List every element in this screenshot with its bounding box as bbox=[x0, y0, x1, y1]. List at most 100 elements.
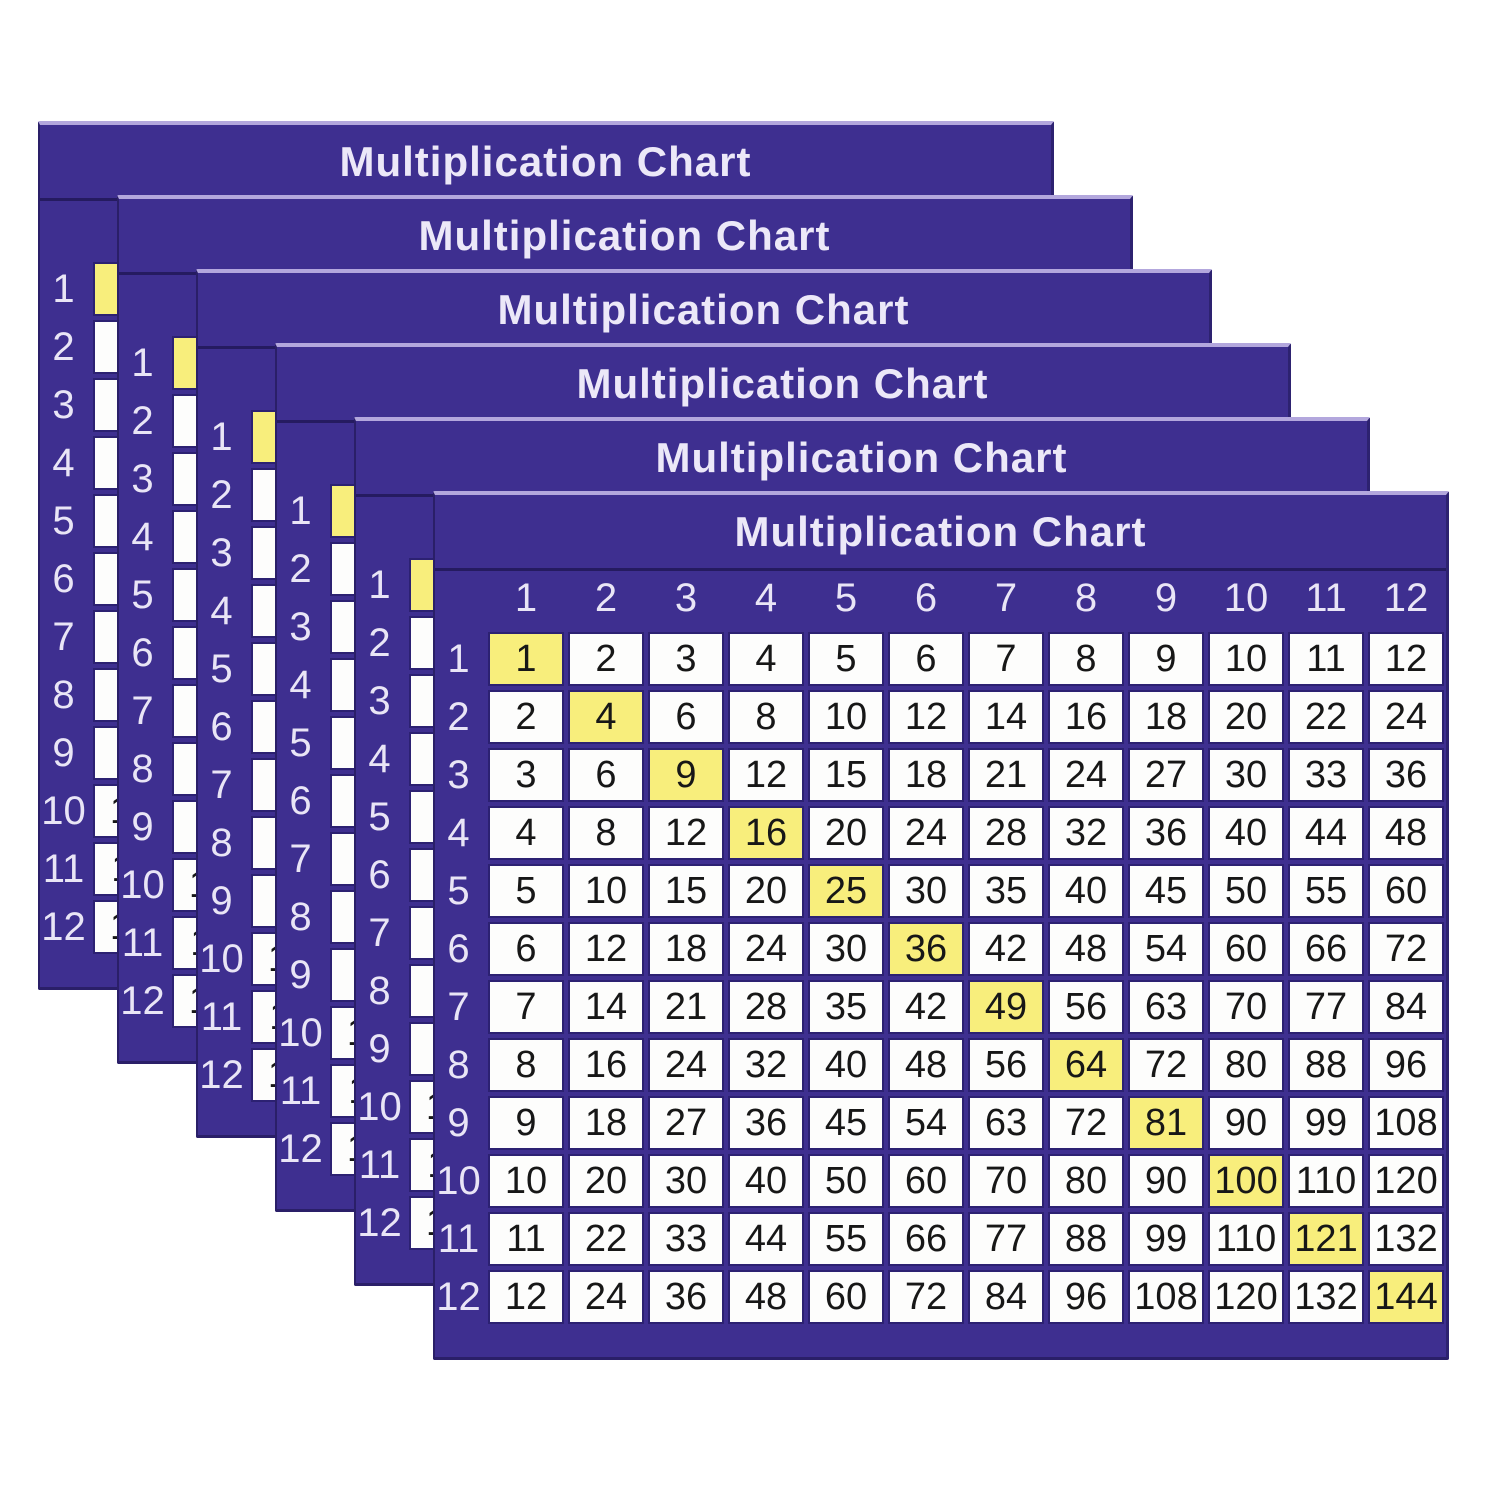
row-header: 5 bbox=[447, 868, 470, 913]
product-cell: 60 bbox=[810, 1272, 882, 1322]
product-cell: 11 bbox=[490, 1214, 562, 1264]
row-header: 4 bbox=[210, 588, 233, 633]
row-header: 3 bbox=[131, 456, 154, 501]
product-cell: 70 bbox=[1210, 982, 1282, 1032]
row-header: 8 bbox=[368, 968, 391, 1013]
row-header: 3 bbox=[368, 678, 391, 723]
row-header: 2 bbox=[289, 546, 312, 591]
product-cell: 80 bbox=[1050, 1156, 1122, 1206]
product-cell: 50 bbox=[1210, 866, 1282, 916]
column-header: 9 bbox=[1154, 576, 1178, 620]
card-title-bar: Multiplication Chart bbox=[198, 273, 1209, 349]
row-header: 4 bbox=[52, 440, 75, 485]
product-cell: 108 bbox=[1130, 1272, 1202, 1322]
product-cell: 99 bbox=[1130, 1214, 1202, 1264]
row-header: 2 bbox=[447, 694, 470, 739]
row-header: 9 bbox=[210, 878, 233, 923]
product-cell-highlighted: 16 bbox=[730, 808, 802, 858]
product-cell: 30 bbox=[890, 866, 962, 916]
column-header: 5 bbox=[834, 576, 858, 620]
product-cell: 54 bbox=[890, 1098, 962, 1148]
card-title: Multiplication Chart bbox=[339, 137, 752, 185]
card-title-bar: Multiplication Chart bbox=[119, 199, 1130, 275]
product-cell: 63 bbox=[970, 1098, 1042, 1148]
product-cell: 40 bbox=[1050, 866, 1122, 916]
product-cell: 10 bbox=[1210, 634, 1282, 684]
product-cell: 12 bbox=[570, 924, 642, 974]
product-cell: 45 bbox=[1130, 866, 1202, 916]
row-header: 1 bbox=[210, 414, 233, 459]
product-cell: 10 bbox=[570, 866, 642, 916]
row-header: 6 bbox=[52, 556, 75, 601]
product-cell: 14 bbox=[570, 982, 642, 1032]
product-cell: 8 bbox=[730, 692, 802, 742]
row-header: 10 bbox=[41, 788, 86, 833]
row-header: 5 bbox=[210, 646, 233, 691]
card-title: Multiplication Chart bbox=[734, 507, 1147, 555]
product-cell-highlighted: 25 bbox=[810, 866, 882, 916]
corner-spacer bbox=[40, 201, 87, 256]
product-cell: 24 bbox=[890, 808, 962, 858]
product-cell: 16 bbox=[570, 1040, 642, 1090]
product-cell: 72 bbox=[1050, 1098, 1122, 1148]
row-header: 8 bbox=[289, 894, 312, 939]
row-header: 8 bbox=[447, 1042, 470, 1087]
product-cell: 45 bbox=[810, 1098, 882, 1148]
product-cell-highlighted: 4 bbox=[570, 692, 642, 742]
row-header: 8 bbox=[131, 746, 154, 791]
product-cell: 5 bbox=[490, 866, 562, 916]
product-cell: 44 bbox=[730, 1214, 802, 1264]
product-cell: 20 bbox=[810, 808, 882, 858]
product-cell: 27 bbox=[650, 1098, 722, 1148]
product-cell: 7 bbox=[970, 634, 1042, 684]
row-header: 12 bbox=[41, 904, 86, 949]
product-cell: 6 bbox=[490, 924, 562, 974]
product-cell: 3 bbox=[650, 634, 722, 684]
corner-spacer bbox=[435, 571, 482, 626]
product-cell: 44 bbox=[1290, 808, 1362, 858]
product-cell: 48 bbox=[730, 1272, 802, 1322]
product-cell: 24 bbox=[1370, 692, 1442, 742]
row-header: 7 bbox=[289, 836, 312, 881]
product-cell: 99 bbox=[1290, 1098, 1362, 1148]
product-cell: 56 bbox=[970, 1040, 1042, 1090]
product-cell: 40 bbox=[1210, 808, 1282, 858]
product-cell: 24 bbox=[1050, 750, 1122, 800]
product-cell: 4 bbox=[730, 634, 802, 684]
product-cell-highlighted: 100 bbox=[1210, 1156, 1282, 1206]
column-header: 11 bbox=[1305, 576, 1347, 620]
product-cell: 60 bbox=[1370, 866, 1442, 916]
product-cell: 66 bbox=[1290, 924, 1362, 974]
product-cell: 6 bbox=[890, 634, 962, 684]
row-header: 11 bbox=[121, 920, 164, 965]
product-cell-highlighted: 121 bbox=[1290, 1214, 1362, 1264]
product-cell: 108 bbox=[1370, 1098, 1442, 1148]
card-title-bar: Multiplication Chart bbox=[435, 495, 1446, 571]
row-header: 2 bbox=[131, 398, 154, 443]
product-cell: 84 bbox=[970, 1272, 1042, 1322]
product-cell: 36 bbox=[1370, 750, 1442, 800]
row-header: 11 bbox=[437, 1216, 480, 1261]
product-cell: 36 bbox=[1130, 808, 1202, 858]
row-header: 7 bbox=[210, 762, 233, 807]
row-header: 6 bbox=[368, 852, 391, 897]
product-cell-highlighted: 9 bbox=[650, 750, 722, 800]
column-header: 12 bbox=[1383, 576, 1429, 620]
product-cell: 8 bbox=[1050, 634, 1122, 684]
product-cell: 7 bbox=[490, 982, 562, 1032]
product-cell: 55 bbox=[1290, 866, 1362, 916]
product-cell: 8 bbox=[490, 1040, 562, 1090]
row-header: 8 bbox=[52, 672, 75, 717]
row-header: 4 bbox=[368, 736, 391, 781]
row-header: 3 bbox=[210, 530, 233, 575]
corner-spacer bbox=[356, 497, 403, 552]
product-cell: 72 bbox=[1370, 924, 1442, 974]
product-cell: 30 bbox=[650, 1156, 722, 1206]
product-cell: 48 bbox=[1370, 808, 1442, 858]
row-header: 4 bbox=[289, 662, 312, 707]
product-cell-highlighted: 144 bbox=[1370, 1272, 1442, 1322]
product-cell: 35 bbox=[810, 982, 882, 1032]
product-cell: 72 bbox=[1130, 1040, 1202, 1090]
